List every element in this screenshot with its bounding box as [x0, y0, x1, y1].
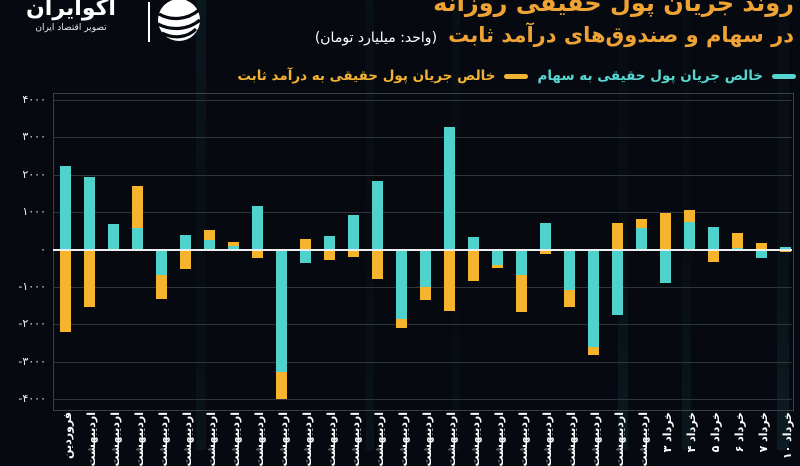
bar-fixed-income: [300, 239, 311, 250]
bar-stocks: [684, 221, 695, 250]
brand-logo: اکوایران تصویر اقتصاد ایران: [12, 0, 212, 42]
legend: خالص جریان پول حقیقی به سهام خالص جریان …: [237, 68, 796, 84]
brand-mark-icon: [156, 0, 202, 47]
bar-stocks: [204, 239, 215, 250]
bar-fixed-income: [660, 212, 671, 250]
bar-stocks: [252, 206, 263, 250]
brand-tagline: تصویر اقتصاد ایران: [35, 23, 107, 33]
y-axis-tick-label: -۱۰۰۰: [18, 279, 46, 293]
bar-stocks: [300, 249, 311, 263]
bar-fixed-income: [324, 249, 335, 261]
y-axis-tick-label: ۳۰۰۰: [22, 130, 46, 144]
logo-divider: [148, 2, 150, 42]
bar-stocks: [588, 249, 599, 347]
y-axis-tick-label: -۲۰۰۰: [18, 317, 46, 331]
bar-fixed-income: [780, 249, 791, 253]
y-axis-tick-label: ۲۰۰۰: [22, 167, 46, 181]
bar-stocks: [612, 249, 623, 315]
bar-fixed-income: [732, 232, 743, 250]
bar-stocks: [228, 246, 239, 250]
bar-stocks: [60, 166, 71, 250]
bar-stocks: [276, 249, 287, 372]
bar-stocks: [372, 181, 383, 250]
fixed-income-legend-label: خالص جریان پول حقیقی به درآمد ثابت: [237, 68, 496, 84]
bar-stocks: [180, 234, 191, 250]
gridline: [53, 361, 792, 363]
bar-stocks: [420, 249, 431, 287]
gridline: [53, 212, 792, 214]
bar-stocks: [492, 249, 503, 265]
bar-fixed-income: [348, 249, 359, 257]
bar-fixed-income: [708, 249, 719, 263]
bar-fixed-income: [252, 249, 263, 258]
bar-fixed-income: [180, 249, 191, 269]
gridline: [53, 100, 792, 101]
bar-stocks: [348, 215, 359, 250]
bar-fixed-income: [444, 249, 455, 311]
bar-stocks: [660, 249, 671, 283]
bar-fixed-income: [756, 242, 767, 250]
bar-stocks: [636, 227, 647, 250]
bar-fixed-income: [612, 222, 623, 250]
y-axis-tick-label: ۴۰۰۰: [22, 93, 46, 106]
y-axis-tick-label: ۱۰۰۰: [22, 205, 46, 219]
brand-name: اکوایران: [26, 0, 116, 21]
bar-stocks: [468, 237, 479, 250]
y-axis-tick-label: -۳۰۰۰: [18, 354, 46, 368]
bar-stocks: [780, 247, 791, 250]
bar-fixed-income: [228, 242, 239, 250]
unit-note: (واحد: میلیارد تومان): [314, 30, 438, 46]
bar-stocks: [564, 249, 575, 290]
stocks-legend-label: خالص جریان پول حقیقی به سهام: [537, 68, 763, 84]
infographic-canvas: { "header": { "logo": { "title": "اکوایر…: [12, 0, 796, 466]
zero-line: [53, 248, 792, 251]
bar-fixed-income: [468, 249, 479, 282]
bar-fixed-income: [372, 249, 383, 280]
plot-area: [53, 93, 794, 411]
bar-fixed-income: [60, 249, 71, 332]
bar-stocks: [708, 227, 719, 250]
bar-fixed-income: [540, 249, 551, 255]
chart-title-line2: در سهام و صندوق‌های درآمد ثابت: [448, 23, 794, 47]
bar-stocks: [540, 222, 551, 250]
y-axis-tick-label: ۰: [40, 242, 46, 256]
chart-title-line1: روند جریان پول حقیقی روزانه: [433, 0, 794, 17]
bar-stocks: [324, 236, 335, 250]
bar-stocks: [756, 249, 767, 258]
gridline: [53, 324, 792, 326]
stocks-legend-dash-icon: [772, 73, 796, 79]
bar-fixed-income: [132, 185, 143, 250]
bar-stocks: [108, 224, 119, 250]
gridline: [53, 137, 792, 139]
bar-fixed-income: [516, 249, 527, 312]
bar-stocks: [132, 227, 143, 250]
bar-stocks: [84, 177, 95, 250]
bar-stocks: [444, 127, 455, 250]
bar-fixed-income: [84, 249, 95, 308]
bar-stocks: [156, 249, 167, 275]
y-axis-tick-label: -۴۰۰۰: [18, 392, 46, 405]
bar-stocks: [396, 249, 407, 319]
fixed-income-legend-dash-icon: [504, 73, 529, 79]
gridline: [53, 399, 792, 400]
bar-stocks: [516, 249, 527, 275]
chart-title: روند جریان پول حقیقی روزانه در سهام و صن…: [315, 0, 794, 51]
gridline: [53, 174, 792, 176]
